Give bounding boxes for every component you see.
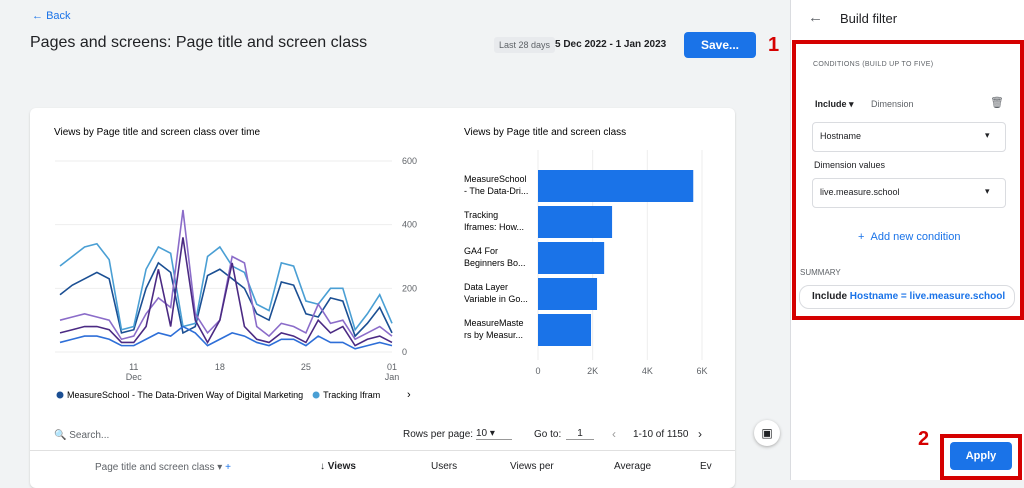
- y-tick-label: Iframes: How...: [464, 222, 524, 232]
- value-select[interactable]: live.measure.school ▾: [812, 178, 1006, 208]
- hostname-select[interactable]: Hostname ▾: [812, 122, 1006, 152]
- apply-text[interactable]: Apply: [965, 450, 997, 462]
- feedback-button[interactable]: ▣: [754, 420, 780, 446]
- x-tick-label: Jan: [385, 372, 400, 382]
- next-page[interactable]: ›: [698, 427, 702, 441]
- rows-per-page: Rows per page:: [403, 429, 474, 440]
- save-text[interactable]: Save...: [700, 38, 740, 52]
- table-header[interactable]: Page title and screen class ▾ +: [95, 462, 231, 473]
- x-tick-label: 0: [535, 366, 540, 376]
- date-range[interactable]: 5 Dec 2022 - 1 Jan 2023: [555, 39, 667, 50]
- chart-title: Views by Page title and screen class: [464, 127, 626, 138]
- y-tick-label: Variable in Go...: [464, 294, 528, 304]
- highlight-box: [940, 434, 1022, 480]
- page-title: Pages and screens: Page title and screen…: [30, 34, 368, 51]
- panel-back[interactable]: ←: [808, 9, 823, 26]
- y-tick-label: MeasureSchool: [464, 174, 527, 184]
- legend-label: MeasureSchool - The Data-Driven Way of D…: [67, 390, 303, 400]
- y-tick-label: - The Data-Dri...: [464, 186, 528, 196]
- y-tick-label: GA4 For: [464, 246, 498, 256]
- add-condition[interactable]: + Add new condition: [858, 231, 961, 243]
- x-tick-label: 2K: [587, 366, 598, 376]
- summary-text: Hostname = live.measure.school: [849, 291, 1006, 302]
- x-tick-label: 6K: [696, 366, 707, 376]
- annotation: 2: [918, 428, 930, 450]
- x-tick-label: Dec: [126, 372, 143, 382]
- conditions-label: CONDITIONS (BUILD UP TO FIVE): [813, 61, 934, 68]
- x-tick-label: 11: [129, 362, 138, 372]
- highlight-box: [792, 40, 1024, 320]
- filter-panel: [790, 0, 1024, 480]
- rows-value[interactable]: 10: [476, 428, 488, 439]
- x-tick-label: 01: [387, 362, 397, 372]
- header-text[interactable]: Page title and screen class: [95, 462, 215, 473]
- table-header[interactable]: Users: [431, 461, 458, 472]
- back-text[interactable]: Back: [46, 10, 71, 22]
- bar: [538, 278, 598, 310]
- bar: [538, 206, 613, 238]
- go-to-input[interactable]: 1: [566, 428, 594, 440]
- table-header[interactable]: ↓ Views: [320, 461, 356, 472]
- table-header[interactable]: Average: [614, 461, 652, 472]
- dimension-label: Dimension: [871, 99, 914, 109]
- value-text[interactable]: live.measure.school: [820, 187, 900, 197]
- y-tick-label: 0: [402, 347, 407, 357]
- header-text[interactable]: Views: [327, 461, 356, 472]
- series-line: [59, 325, 393, 350]
- panel-title: Build filter: [840, 11, 898, 26]
- dimension-values-label: Dimension values: [814, 160, 886, 170]
- y-tick-label: Data Layer: [464, 282, 508, 292]
- add-text[interactable]: Add new condition: [870, 231, 961, 243]
- search-text[interactable]: Search...: [69, 430, 110, 441]
- date-label: Last 28 days: [494, 37, 556, 53]
- include-text[interactable]: Include: [815, 99, 847, 109]
- y-tick-label: Tracking: [464, 210, 498, 220]
- summary-chip: Include Hostname = live.measure.school: [799, 285, 1015, 309]
- annotation: 1: [768, 34, 780, 56]
- series-line: [59, 237, 393, 347]
- legend-label: Tracking Ifram: [323, 390, 380, 400]
- legend-dot: [56, 391, 64, 399]
- summary-label: SUMMARY: [800, 268, 841, 277]
- save-button[interactable]: Save...: [684, 32, 756, 58]
- include-select[interactable]: Include ▾: [815, 99, 854, 109]
- y-tick-label: 600: [402, 156, 417, 166]
- go-to: Go to:: [534, 429, 562, 440]
- bar: [538, 170, 694, 202]
- page-range: 1-10 of 1150: [633, 429, 689, 440]
- x-tick-label: 25: [301, 362, 311, 372]
- prev-page[interactable]: ‹: [612, 427, 616, 441]
- y-tick-label: rs by Measur...: [464, 330, 523, 340]
- divider: [30, 450, 735, 451]
- x-tick-label: 4K: [642, 366, 653, 376]
- rows-select[interactable]: 10 ▾: [476, 428, 512, 440]
- summary-include: Include: [812, 291, 848, 302]
- table-header[interactable]: Views per: [510, 461, 554, 472]
- y-tick-label: 400: [402, 220, 417, 230]
- series-line: [59, 261, 393, 338]
- legend-next: ›: [407, 389, 411, 401]
- delete-icon[interactable]: 🗑: [990, 97, 1004, 109]
- y-tick-label: MeasureMaste: [464, 318, 524, 328]
- hostname-text[interactable]: Hostname: [820, 131, 862, 141]
- search[interactable]: 🔍 Search...: [54, 430, 110, 441]
- bar: [538, 242, 605, 274]
- y-tick-label: Beginners Bo...: [464, 258, 526, 268]
- series-line: [59, 242, 393, 332]
- x-tick-label: 18: [215, 362, 225, 372]
- y-tick-label: 200: [402, 283, 417, 293]
- table-header[interactable]: Ev: [700, 461, 712, 472]
- legend-dot: [312, 391, 320, 399]
- apply-button[interactable]: Apply: [950, 442, 1012, 470]
- chart-title: Views by Page title and screen class ove…: [54, 127, 260, 138]
- bar: [538, 314, 592, 346]
- back-link[interactable]: ← Back: [32, 10, 71, 22]
